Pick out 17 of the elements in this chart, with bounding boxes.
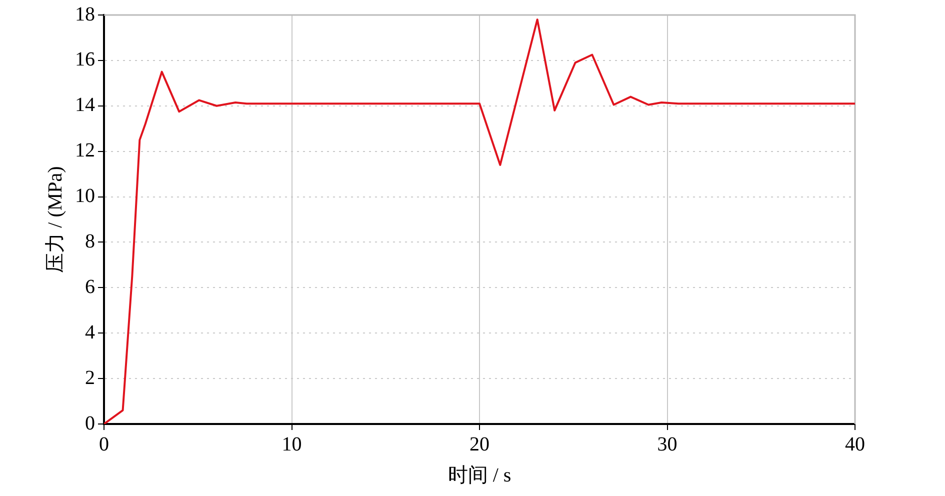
y-tick-label: 4 bbox=[85, 321, 95, 344]
y-axis-title: 压力 / (MPa) bbox=[44, 166, 66, 273]
y-tick-label: 14 bbox=[75, 94, 95, 116]
y-tick-label: 6 bbox=[85, 276, 95, 298]
y-tick-label: 10 bbox=[75, 185, 95, 208]
y-tick-label: 8 bbox=[85, 230, 95, 252]
x-tick-label: 30 bbox=[657, 433, 678, 456]
y-tick-label: 2 bbox=[85, 366, 95, 389]
x-tick-label: 0 bbox=[99, 433, 109, 456]
x-tick-label: 40 bbox=[845, 433, 865, 456]
y-tick-label: 18 bbox=[75, 3, 95, 26]
x-tick-label: 20 bbox=[470, 433, 490, 456]
x-axis-title: 时间 / s bbox=[448, 464, 512, 486]
y-tick-label: 12 bbox=[75, 140, 95, 162]
y-tick-label: 16 bbox=[75, 48, 95, 71]
y-tick-label: 0 bbox=[85, 412, 95, 434]
x-tick-label: 10 bbox=[282, 433, 302, 456]
